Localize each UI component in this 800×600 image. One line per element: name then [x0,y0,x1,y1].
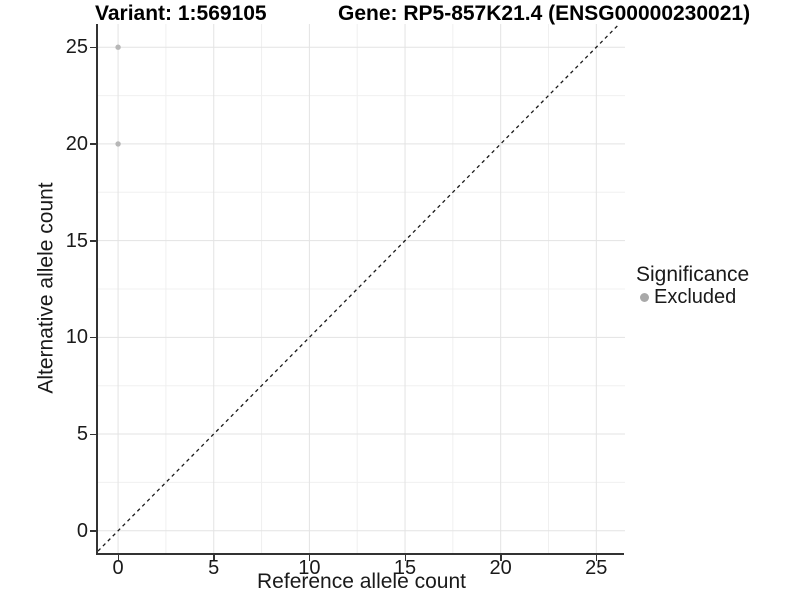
identity-reference-line [98,24,620,552]
x-tick-label: 0 [112,557,124,579]
plot-panel [98,24,625,553]
y-axis-line [96,24,98,555]
legend: Significance Excluded [636,263,750,308]
scatter-plot-canvas [98,24,625,553]
legend-title: Significance [636,263,750,286]
y-tick-label: 15 [65,229,88,252]
variant-title: Variant: 1:569105 [95,2,267,25]
y-tick-label: 10 [65,326,88,349]
y-tick-label: 25 [65,36,88,59]
legend-item-label: Excluded [654,286,737,308]
x-tick-label: 5 [208,557,220,579]
y-tick-mark [90,433,96,436]
x-axis-title: Reference allele count [257,570,466,593]
y-tick-mark [90,336,96,339]
legend-key [636,287,652,307]
x-tick-mark [404,555,407,561]
excluded-point-icon [639,292,649,302]
y-tick-mark [90,240,96,242]
y-axis-title: Alternative allele count [34,182,58,394]
x-tick-mark [308,555,311,561]
y-tick-label: 20 [65,132,88,155]
data-point-excluded [115,141,121,147]
gene-title: Gene: RP5-857K21.4 (ENSG00000230021) [338,2,751,25]
data-point-excluded [115,44,121,50]
y-tick-label: 5 [76,423,88,446]
x-tick-mark [595,555,598,561]
y-tick-mark [90,46,96,49]
x-axis-line [96,553,624,555]
x-tick-label: 20 [489,557,512,579]
x-tick-mark [117,555,120,561]
y-tick-mark [90,143,96,145]
y-tick-mark [90,530,96,532]
x-tick-label: 15 [393,557,417,579]
y-tick-label: 0 [76,519,88,542]
x-tick-mark [500,555,502,561]
x-tick-mark [213,555,215,561]
x-tick-label: 25 [585,557,608,579]
legend-item-excluded: Excluded [636,287,749,307]
x-tick-label: 10 [298,557,321,579]
